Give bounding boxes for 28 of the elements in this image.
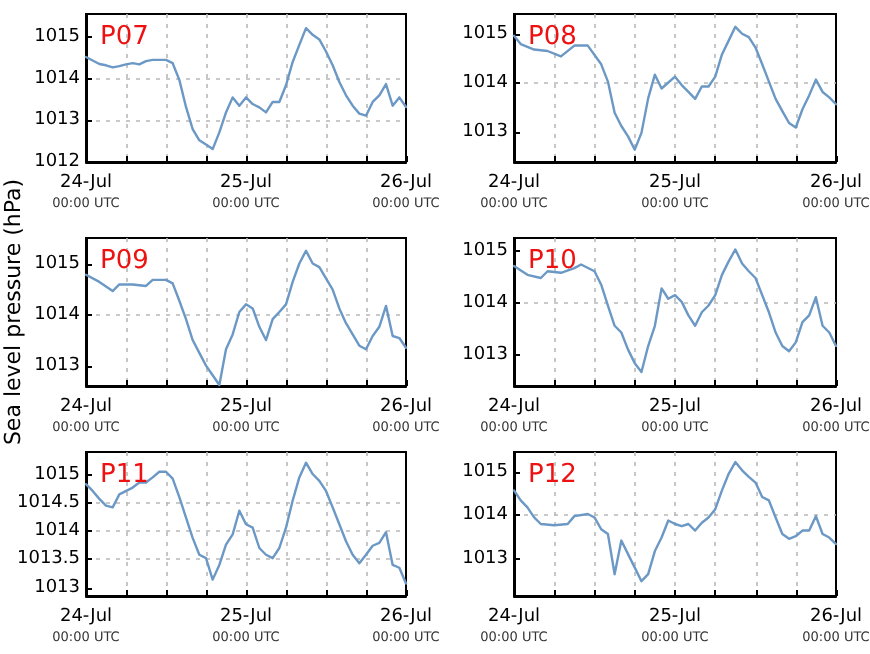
y-tick-label: 1014 (34, 68, 81, 89)
chart-title: P11 (100, 460, 149, 490)
y-tick-label: 1014 (462, 73, 509, 94)
y-tick-label: 1014 (34, 521, 81, 542)
y-tick-label: 1013.5 (17, 549, 80, 570)
y-tick-label: 1014 (34, 304, 81, 325)
y-tick-label: 1013 (34, 355, 80, 376)
y-tick-label: 1015 (462, 23, 508, 44)
y-axis-title: Sea level pressure (hPa) (0, 178, 26, 446)
y-tick-label: 1015 (34, 464, 80, 485)
y-tick-label: 1013 (462, 122, 508, 143)
y-tick-label: 1013 (34, 577, 80, 598)
y-tick-label: 1015 (34, 26, 80, 47)
y-tick-label: 1014 (462, 292, 509, 313)
y-tick-label: 1014.5 (17, 492, 80, 513)
chart-title: P10 (528, 246, 577, 276)
chart-title: P12 (528, 460, 577, 490)
y-tick-label: 1013 (462, 344, 508, 365)
y-tick-label: 1015 (34, 253, 80, 274)
y-tick-label: 1014 (462, 505, 509, 526)
y-tick-label: 1013 (462, 548, 508, 569)
y-tick-label: 1013 (34, 110, 80, 131)
chart-title: P09 (100, 246, 149, 276)
chart-title: P08 (528, 22, 577, 52)
y-tick-label: 1015 (462, 461, 508, 482)
y-tick-label: 1015 (462, 240, 508, 261)
chart-title: P07 (100, 22, 149, 52)
y-tick-label: 1012 (34, 152, 80, 172)
